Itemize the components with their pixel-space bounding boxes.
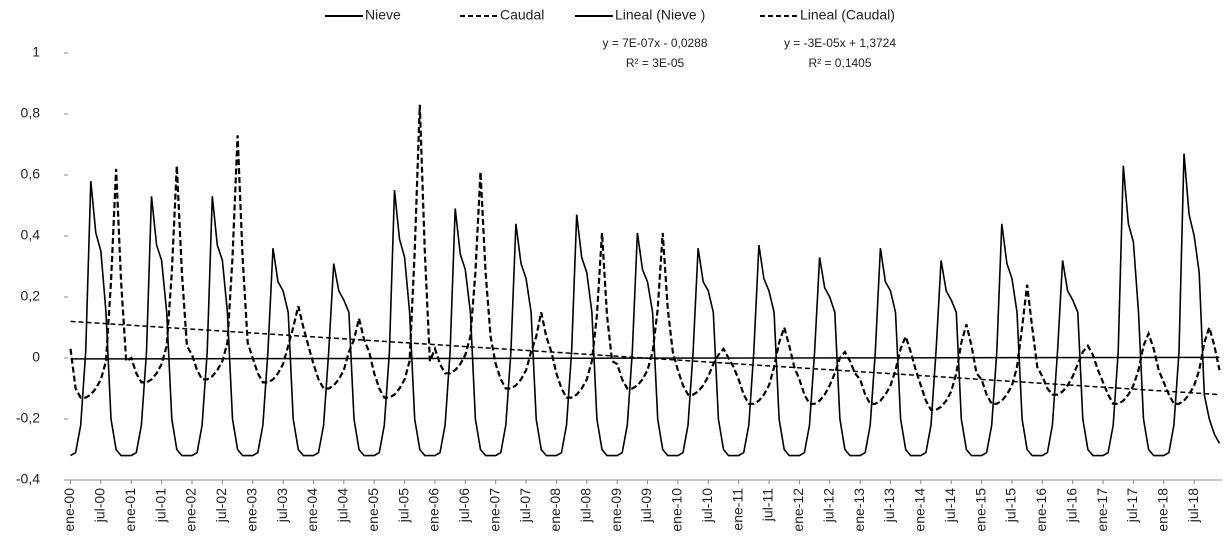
y-tick-label: 0,2 xyxy=(21,288,41,304)
x-tick-label: jul-18 xyxy=(1185,488,1201,523)
x-tick-label: ene-05 xyxy=(365,488,381,532)
x-tick-label: ene-16 xyxy=(1033,488,1049,532)
data-line xyxy=(70,153,1221,457)
y-tick-label: 0,8 xyxy=(21,105,41,121)
x-tick-label: ene-03 xyxy=(243,488,259,532)
x-tick-label: ene-15 xyxy=(972,488,988,532)
x-tick-label: ene-10 xyxy=(669,488,685,532)
x-tick-label: ene-01 xyxy=(122,488,138,532)
y-tick-label: 0 xyxy=(32,349,40,365)
legend-label: Nieve xyxy=(365,7,401,23)
trend-r2: R² = 0,1405 xyxy=(808,56,871,70)
y-tick-label: -0,4 xyxy=(16,471,40,487)
x-tick-label: ene-18 xyxy=(1154,488,1170,532)
x-tick-label: jul-15 xyxy=(1003,488,1019,523)
x-tick-label: jul-01 xyxy=(152,488,168,523)
trend-equation: y = -3E-05x + 1,3724 xyxy=(784,36,896,50)
x-tick-label: ene-12 xyxy=(790,488,806,532)
x-tick-label: jul-07 xyxy=(517,488,533,523)
x-tick-label: jul-11 xyxy=(760,488,776,522)
x-tick-label: jul-14 xyxy=(942,488,958,523)
x-tick-label: ene-11 xyxy=(729,488,745,531)
x-tick-label: ene-06 xyxy=(426,488,442,532)
x-tick-label: ene-09 xyxy=(608,488,624,532)
x-tick-label: jul-05 xyxy=(395,488,411,523)
x-tick-label: ene-14 xyxy=(912,488,928,532)
x-tick-label: jul-00 xyxy=(92,488,108,523)
x-tick-label: ene-17 xyxy=(1094,488,1110,532)
legend-label: Lineal (Caudal) xyxy=(800,7,895,23)
x-tick-label: jul-03 xyxy=(274,488,290,523)
x-tick-label: jul-16 xyxy=(1063,488,1079,523)
data-line xyxy=(69,104,1221,411)
legend-label: Caudal xyxy=(500,7,544,23)
x-tick-label: jul-12 xyxy=(820,488,836,523)
x-tick-label: ene-07 xyxy=(486,488,502,532)
x-tick-label: ene-00 xyxy=(61,488,77,532)
x-tick-label: jul-06 xyxy=(456,488,472,523)
x-tick-label: ene-13 xyxy=(851,488,867,532)
x-tick-label: jul-04 xyxy=(335,488,351,523)
y-tick-label: 0,4 xyxy=(21,227,41,243)
y-tick-label: 1 xyxy=(32,44,40,60)
y-tick-label: -0,2 xyxy=(16,410,40,426)
x-tick-label: jul-13 xyxy=(881,488,897,523)
x-tick-label: ene-02 xyxy=(183,488,199,532)
trend-equation: y = 7E-07x - 0,0288 xyxy=(602,36,707,50)
trend-r2: R² = 3E-05 xyxy=(626,56,685,70)
y-tick-label: 0,6 xyxy=(21,166,41,182)
legend-label: Lineal (Nieve ) xyxy=(615,7,705,23)
x-tick-label: jul-09 xyxy=(638,488,654,523)
x-tick-label: jul-10 xyxy=(699,488,715,523)
x-tick-label: ene-04 xyxy=(304,488,320,532)
x-tick-label: ene-08 xyxy=(547,488,563,532)
x-tick-label: jul-02 xyxy=(213,488,229,523)
trend-line xyxy=(70,356,1220,360)
x-tick-label: jul-08 xyxy=(577,488,593,523)
x-tick-label: jul-17 xyxy=(1124,488,1140,523)
